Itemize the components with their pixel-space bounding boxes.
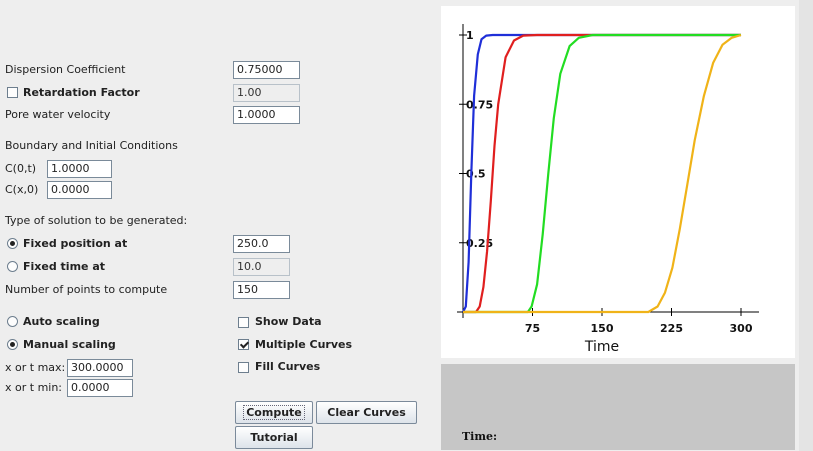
manual-scaling-label: Manual scaling — [23, 338, 116, 351]
retardation-label: Retardation Factor — [23, 86, 140, 99]
show-data-label: Show Data — [255, 315, 322, 328]
series-line-4 — [463, 33, 742, 314]
cx0-label: C(x,0) — [5, 183, 39, 196]
series-line-3 — [463, 33, 741, 314]
x-tick-label: 225 — [660, 322, 683, 335]
x-tick-label: 300 — [730, 322, 753, 335]
dispersion-field[interactable]: 0.75000 — [233, 61, 300, 79]
fixed-time-radio[interactable] — [7, 261, 18, 272]
xmax-field[interactable]: 300.0000 — [67, 359, 133, 377]
tutorial-button[interactable]: Tutorial — [235, 426, 313, 449]
y-tick-label: 0.5 — [466, 168, 486, 181]
points-field[interactable]: 150 — [233, 281, 290, 299]
points-label: Number of points to compute — [5, 283, 168, 296]
x-axis-label: Time — [584, 339, 619, 355]
x-tick-label: 150 — [591, 322, 614, 335]
compute-button-label: Compute — [243, 405, 305, 420]
show-data-checkbox[interactable] — [238, 317, 249, 328]
fixed-position-field[interactable]: 250.0 — [233, 235, 290, 253]
boundary-heading: Boundary and Initial Conditions — [5, 139, 178, 152]
plot-panel: 0.25 0.5 0.75 1 75 150 225 300 Time — [441, 6, 795, 358]
y-tick-label: 0.75 — [466, 98, 493, 111]
retardation-field[interactable]: 1.00 — [233, 84, 300, 102]
c0t-label: C(0,t) — [5, 162, 37, 175]
compute-button[interactable]: Compute — [235, 401, 313, 424]
series-line-1 — [462, 33, 741, 313]
series-line-2 — [463, 33, 741, 314]
time-panel: Time: — [441, 364, 795, 450]
manual-scaling-radio[interactable] — [7, 339, 18, 350]
tutorial-button-label: Tutorial — [250, 431, 298, 444]
auto-scaling-radio[interactable] — [7, 316, 18, 327]
clear-curves-button[interactable]: Clear Curves — [316, 401, 417, 424]
y-tick-label: 1 — [466, 29, 474, 42]
fixed-position-radio[interactable] — [7, 238, 18, 249]
window-edge — [799, 0, 813, 451]
clear-curves-button-label: Clear Curves — [327, 406, 406, 419]
auto-scaling-label: Auto scaling — [23, 315, 100, 328]
dispersion-label: Dispersion Coefficient — [5, 63, 126, 76]
pore-velocity-field[interactable]: 1.0000 — [233, 106, 300, 124]
x-tick-label: 75 — [525, 322, 540, 335]
fill-curves-checkbox[interactable] — [238, 362, 249, 373]
time-label: Time: — [462, 430, 498, 443]
multiple-curves-label: Multiple Curves — [255, 338, 353, 351]
retardation-checkbox[interactable] — [7, 87, 18, 98]
fixed-time-label: Fixed time at — [23, 260, 106, 273]
fill-curves-label: Fill Curves — [255, 360, 321, 373]
xmin-label: x or t min: — [5, 381, 63, 394]
pore-velocity-label: Pore water velocity — [5, 108, 111, 121]
multiple-curves-checkbox[interactable] — [238, 339, 249, 350]
cx0-field[interactable]: 0.0000 — [47, 181, 112, 199]
solution-type-heading: Type of solution to be generated: — [5, 214, 188, 227]
c0t-field[interactable]: 1.0000 — [47, 160, 112, 178]
fixed-position-label: Fixed position at — [23, 237, 128, 250]
xmax-label: x or t max: — [5, 361, 66, 374]
fixed-time-field[interactable]: 10.0 — [233, 258, 290, 276]
xmin-field[interactable]: 0.0000 — [67, 379, 133, 397]
